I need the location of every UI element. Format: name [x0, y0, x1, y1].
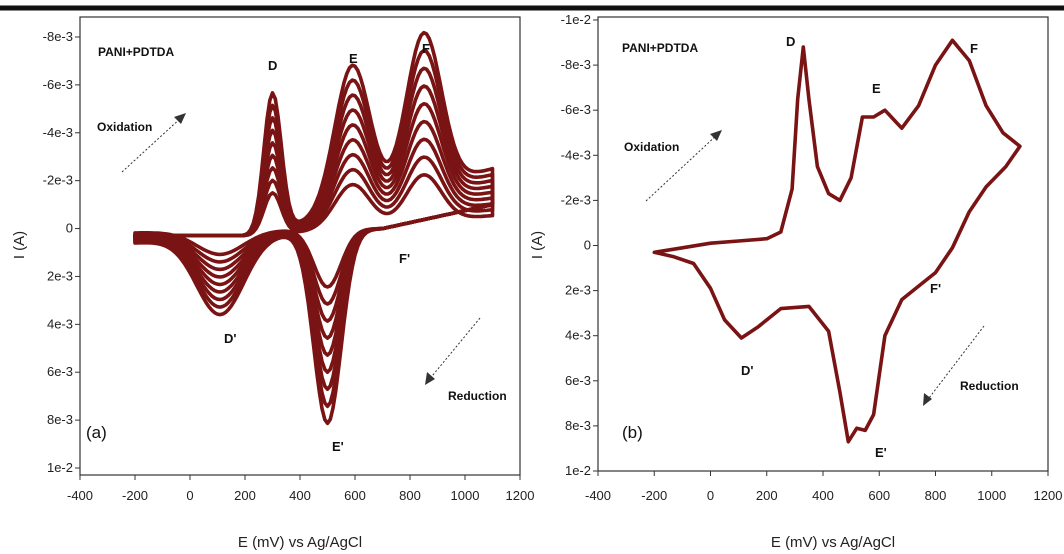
y-tick-label: 6e-3	[47, 364, 73, 379]
x-tick-label: 600	[344, 488, 366, 503]
x-tick-label: 800	[399, 488, 421, 503]
x-tick-label: -200	[641, 488, 667, 503]
x-tick-label: 1200	[1034, 488, 1063, 503]
y-tick-label: 1e-2	[47, 460, 73, 475]
panel-b-peak-D: D	[786, 34, 795, 49]
panel-b-oxidation-label: Oxidation	[624, 140, 679, 154]
panel-a-reduction-arrow	[427, 317, 481, 382]
panel-a-oxidation-label: Oxidation	[97, 120, 152, 134]
panel-b-peak-D-prime: D'	[741, 363, 753, 378]
panel-a-x-ticks: -400 -200 0 200 400 600 800 1000 1200	[67, 475, 534, 503]
panel-a-reduction-label: Reduction	[448, 389, 507, 403]
panel-b-peak-E: E	[872, 81, 881, 96]
panel-a-oxidation-arrowhead	[174, 113, 186, 124]
panel-a-x-axis-label: E (mV) vs Ag/AgCl	[238, 534, 362, 551]
y-tick-label: -2e-3	[561, 192, 591, 207]
panel-a-title: PANI+PDTDA	[98, 45, 174, 59]
y-tick-label: 0	[66, 221, 73, 236]
panel-a-reduction-arrowhead	[425, 372, 435, 385]
y-tick-label: -4e-3	[43, 125, 73, 140]
y-tick-label: 0	[584, 238, 591, 253]
panel-a-peak-E: E	[349, 51, 358, 66]
panel-a-peak-D: D	[268, 58, 277, 73]
y-tick-label: -8e-3	[561, 57, 591, 72]
panel-b-reduction-label: Reduction	[960, 379, 1019, 393]
y-tick-label: 4e-3	[47, 316, 73, 331]
x-tick-label: 200	[756, 488, 778, 503]
panel-a-peak-D-prime: D'	[224, 331, 236, 346]
y-tick-label: 2e-3	[47, 268, 73, 283]
x-tick-label: 800	[925, 488, 947, 503]
panel-a-oxidation-arrow	[121, 115, 184, 173]
x-tick-label: -400	[67, 488, 93, 503]
x-tick-label: 1000	[977, 488, 1006, 503]
x-tick-label: 400	[812, 488, 834, 503]
panel-b-reduction-arrowhead	[923, 393, 932, 406]
panel-b-peak-F-prime: F'	[930, 281, 941, 296]
x-tick-label: 200	[234, 488, 256, 503]
y-tick-label: 8e-3	[565, 418, 591, 433]
panel-a: -8e-3 -6e-3 -4e-3 -2e-3 0 2e-3 4e-3 6e-3 8e-3 1e-…	[11, 16, 534, 551]
panel-b-peak-F: F	[970, 41, 978, 56]
y-tick-label: -4e-3	[561, 147, 591, 162]
panel-b-y-axis-label: I (A)	[529, 231, 546, 259]
y-tick-label: -6e-3	[561, 102, 591, 117]
panel-a-label: (a)	[86, 423, 107, 442]
panel-a-curves	[133, 30, 495, 426]
x-tick-label: 0	[707, 488, 714, 503]
y-tick-label: 8e-3	[47, 412, 73, 427]
y-tick-label: -1e-2	[561, 12, 591, 27]
panel-a-y-axis-label: I (A)	[11, 231, 28, 259]
x-tick-label: -400	[585, 488, 611, 503]
panel-a-peak-E-prime: E'	[332, 439, 344, 454]
panel-b-x-axis-label: E (mV) vs Ag/AgCl	[771, 534, 895, 551]
cv-curve	[652, 38, 1022, 444]
panel-b-label: (b)	[622, 423, 643, 442]
panel-b-title: PANI+PDTDA	[622, 41, 698, 55]
y-tick-label: -6e-3	[43, 77, 73, 92]
panel-b-x-ticks: -400 -200 0 200 400 600 800 1000 1200	[585, 471, 1062, 503]
y-tick-label: 4e-3	[565, 328, 591, 343]
y-tick-label: 1e-2	[565, 463, 591, 478]
panel-a-y-ticks: -8e-3 -6e-3 -4e-3 -2e-3 0 2e-3 4e-3 6e-3 8e-3 1e-…	[43, 29, 80, 475]
x-tick-label: 600	[868, 488, 890, 503]
panel-a-peak-F: F	[422, 41, 430, 56]
panel-a-peak-F-prime: F'	[399, 251, 410, 266]
panel-b-y-ticks: -1e-2 -8e-3 -6e-3 -4e-3 -2e-3 0 2e-3 4e-3 6e-3 8e…	[561, 12, 598, 478]
y-tick-label: -8e-3	[43, 29, 73, 44]
y-tick-label: 2e-3	[565, 283, 591, 298]
panel-b-oxidation-arrow	[645, 132, 720, 202]
x-tick-label: 400	[289, 488, 311, 503]
panel-b-peak-E-prime: E'	[875, 445, 887, 460]
panel-b-oxidation-arrowhead	[710, 130, 722, 141]
x-tick-label: -200	[122, 488, 148, 503]
x-tick-label: 0	[186, 488, 193, 503]
y-tick-label: 6e-3	[565, 373, 591, 388]
panel-b-curves	[652, 38, 1022, 444]
cv-cycle	[133, 30, 495, 426]
panel-b: -1e-2 -8e-3 -6e-3 -4e-3 -2e-3 0 2e-3 4e-3 6e-3 8e…	[529, 12, 1062, 551]
x-tick-label: 1000	[451, 488, 480, 503]
x-tick-label: 1200	[506, 488, 535, 503]
y-tick-label: -2e-3	[43, 173, 73, 188]
